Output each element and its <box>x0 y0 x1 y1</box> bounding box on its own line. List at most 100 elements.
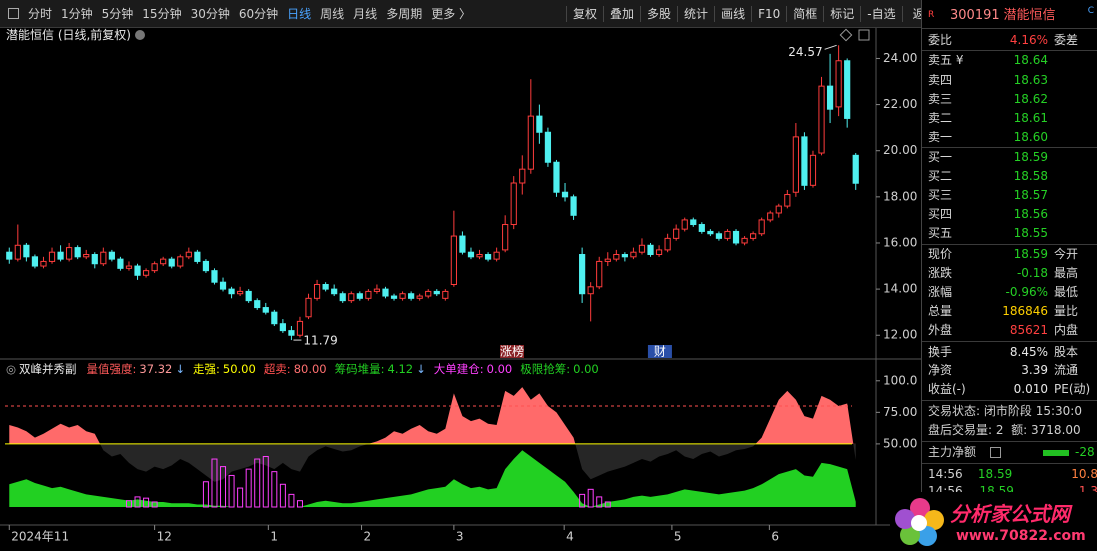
candle-body <box>322 283 329 290</box>
value: 3718.00 <box>1031 423 1081 437</box>
candle-body <box>502 224 509 251</box>
dropdown-icon[interactable] <box>134 30 145 40</box>
action-button[interactable]: 标记 <box>823 5 860 22</box>
y-tick-label: 24.00 <box>883 51 917 65</box>
period-tab[interactable]: 多周期 <box>386 7 423 21</box>
corner-icon[interactable] <box>839 28 853 42</box>
ask-row: 卖二 18.61 <box>922 109 1097 128</box>
period-tab[interactable]: 周线 <box>320 7 345 21</box>
y-tick-label: 12.00 <box>883 328 917 342</box>
candle-body <box>57 251 64 260</box>
candle-body <box>194 251 201 262</box>
legend-value: 0.00 <box>573 362 599 376</box>
candle-body <box>707 230 714 235</box>
action-button[interactable]: 复权 <box>566 5 603 22</box>
value: -0.18 <box>1016 266 1048 280</box>
value: -0.96% <box>1005 285 1048 299</box>
period-tab[interactable]: 更多 〉 <box>431 7 472 21</box>
period-tab[interactable]: 60分钟 <box>238 7 279 21</box>
label: 买四 <box>928 207 953 221</box>
after-hours-row: 盘后交易量: 2 额: 3718.00 <box>922 421 1097 440</box>
stock-name: 潜能恒信 <box>1003 8 1056 23</box>
candle-body <box>467 251 475 258</box>
period-tab[interactable]: 30分钟 <box>190 7 230 21</box>
candle-body <box>365 290 372 299</box>
order-bar <box>262 456 269 508</box>
indicator-icon[interactable]: ◎ <box>6 362 17 376</box>
candle-body <box>399 293 406 299</box>
corner-icon[interactable] <box>858 29 870 41</box>
candle-body <box>553 161 560 193</box>
candle-body <box>348 293 355 302</box>
label: 买二 <box>928 169 953 183</box>
stat-row: 外盘 85621 内盘 <box>922 321 1097 340</box>
period-tab-active[interactable]: 日线 <box>287 7 312 21</box>
candle-body <box>792 136 799 193</box>
price: 18.63 <box>1013 73 1048 87</box>
period-tab[interactable]: 1分钟 <box>61 7 93 21</box>
status-row: 交易状态: 闭市阶段 15:30:0 <box>922 402 1097 421</box>
order-bar <box>125 500 132 508</box>
panel-toggle[interactable] <box>8 8 19 19</box>
candle-body <box>561 191 569 198</box>
candle-body <box>151 263 158 272</box>
label: 流通 <box>1054 363 1079 377</box>
candle-body <box>579 254 586 295</box>
order-bar <box>245 468 252 508</box>
period-tab[interactable]: 15分钟 <box>142 7 182 21</box>
action-button[interactable]: 简框 <box>786 5 823 22</box>
x-tick-label: 6 <box>771 530 779 544</box>
candle-body <box>31 256 39 267</box>
chart-title: 潜能恒信 (日线,前复权) <box>6 27 145 43</box>
action-button[interactable]: F10 <box>751 5 786 22</box>
candle-body <box>373 288 381 292</box>
separator <box>922 244 1097 245</box>
price: 18.62 <box>1013 92 1048 106</box>
candle-body <box>66 247 73 260</box>
candle-body <box>142 270 150 276</box>
action-button[interactable]: 画线 <box>714 5 751 22</box>
corner-flag: C <box>1087 6 1094 16</box>
tick-row: 14:56 18.59 10.8 <box>922 465 1097 484</box>
legend-name: 超卖: <box>263 362 291 376</box>
action-button[interactable]: -自选 <box>860 5 901 22</box>
x-tick-label: 4 <box>566 530 574 544</box>
legend-value: 4.12 <box>387 362 414 376</box>
event-badge <box>500 345 525 358</box>
period-tab[interactable]: 分时 <box>28 7 53 21</box>
action-button[interactable]: 多股 <box>640 5 677 22</box>
bid-row: 买一 18.59 <box>922 148 1097 167</box>
candle-body <box>40 260 47 267</box>
event-badge <box>647 345 672 358</box>
detail-icon[interactable] <box>990 447 1001 458</box>
candle-body <box>775 205 782 214</box>
chart-area: 12.0014.0016.0018.0020.0022.0024.0024.57… <box>0 28 921 544</box>
legend-name: 极限抢筹: <box>520 362 571 376</box>
order-bar <box>134 496 141 508</box>
label: 买五 <box>928 226 953 240</box>
separator <box>922 28 1097 29</box>
candle-body <box>262 307 269 313</box>
separator <box>922 50 1097 51</box>
legend-value: 37.32 <box>139 362 173 376</box>
strength-band <box>9 387 856 482</box>
candle-body <box>382 288 389 297</box>
candle-body <box>211 270 218 283</box>
candle-body <box>724 230 731 239</box>
candle-body <box>271 311 278 325</box>
period-tab[interactable]: 月线 <box>353 7 378 21</box>
period-tab[interactable]: 5分钟 <box>101 7 134 21</box>
candle-body <box>835 60 842 108</box>
price: 18.59 <box>1013 150 1048 164</box>
stat-row: 涨跌 -0.18 最高 <box>922 264 1097 283</box>
order-bar <box>587 488 594 508</box>
label: 主力净额 <box>928 445 977 459</box>
order-bar <box>296 500 303 508</box>
y-tick-label: 100.0 <box>883 373 917 387</box>
label: 现价 <box>928 247 953 261</box>
action-button[interactable]: 叠加 <box>603 5 640 22</box>
action-button[interactable]: 统计 <box>677 5 714 22</box>
annotation-arrow <box>824 44 837 50</box>
main-net-row: 主力净额 -28 <box>922 443 1097 462</box>
